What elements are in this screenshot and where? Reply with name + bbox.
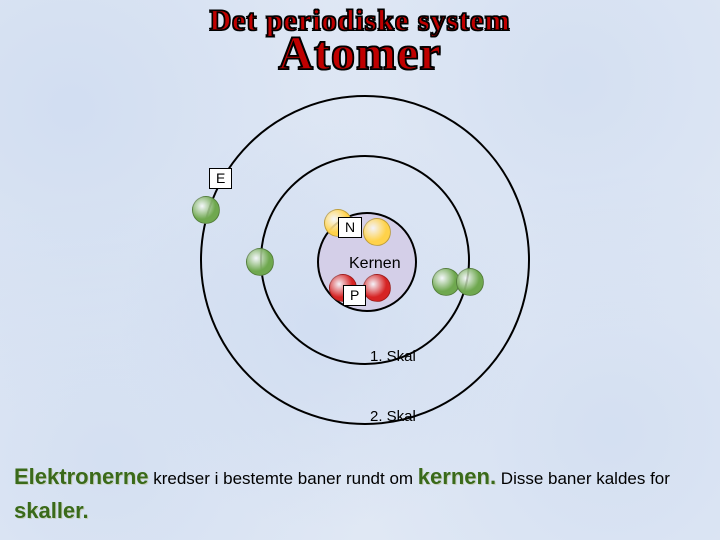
electron-3 [456,268,484,296]
electron-1 [246,248,274,276]
caption-text: Elektronerne kredser i bestemte baner ru… [14,460,706,528]
proton-tag: P [343,285,366,306]
atom-diagram: Kernen E N P 2. Skal 1. Skal [165,90,565,440]
caption-text-part: Disse baner kaldes for [496,469,670,488]
neutron-1 [363,218,391,246]
electron-0 [192,196,220,224]
shell-label-1: 1. Skal [370,348,416,365]
title-line-2: Atomer [0,30,720,78]
slide: Det periodiske system Atomer Kernen E N P 2.… [0,0,720,540]
caption-highlight: kernen. [418,464,496,489]
electron-tag: E [209,168,232,189]
nucleus-label: Kernen [349,255,401,273]
title-block: Det periodiske system Atomer [0,6,720,78]
caption-highlight: Elektronerne [14,464,149,489]
neutron-tag: N [338,217,362,238]
caption-text-part: kredser i bestemte baner rundt om [149,469,418,488]
caption-highlight: skaller. [14,498,89,523]
shell-label-2: 2. Skal [370,408,416,425]
proton-1 [363,274,391,302]
